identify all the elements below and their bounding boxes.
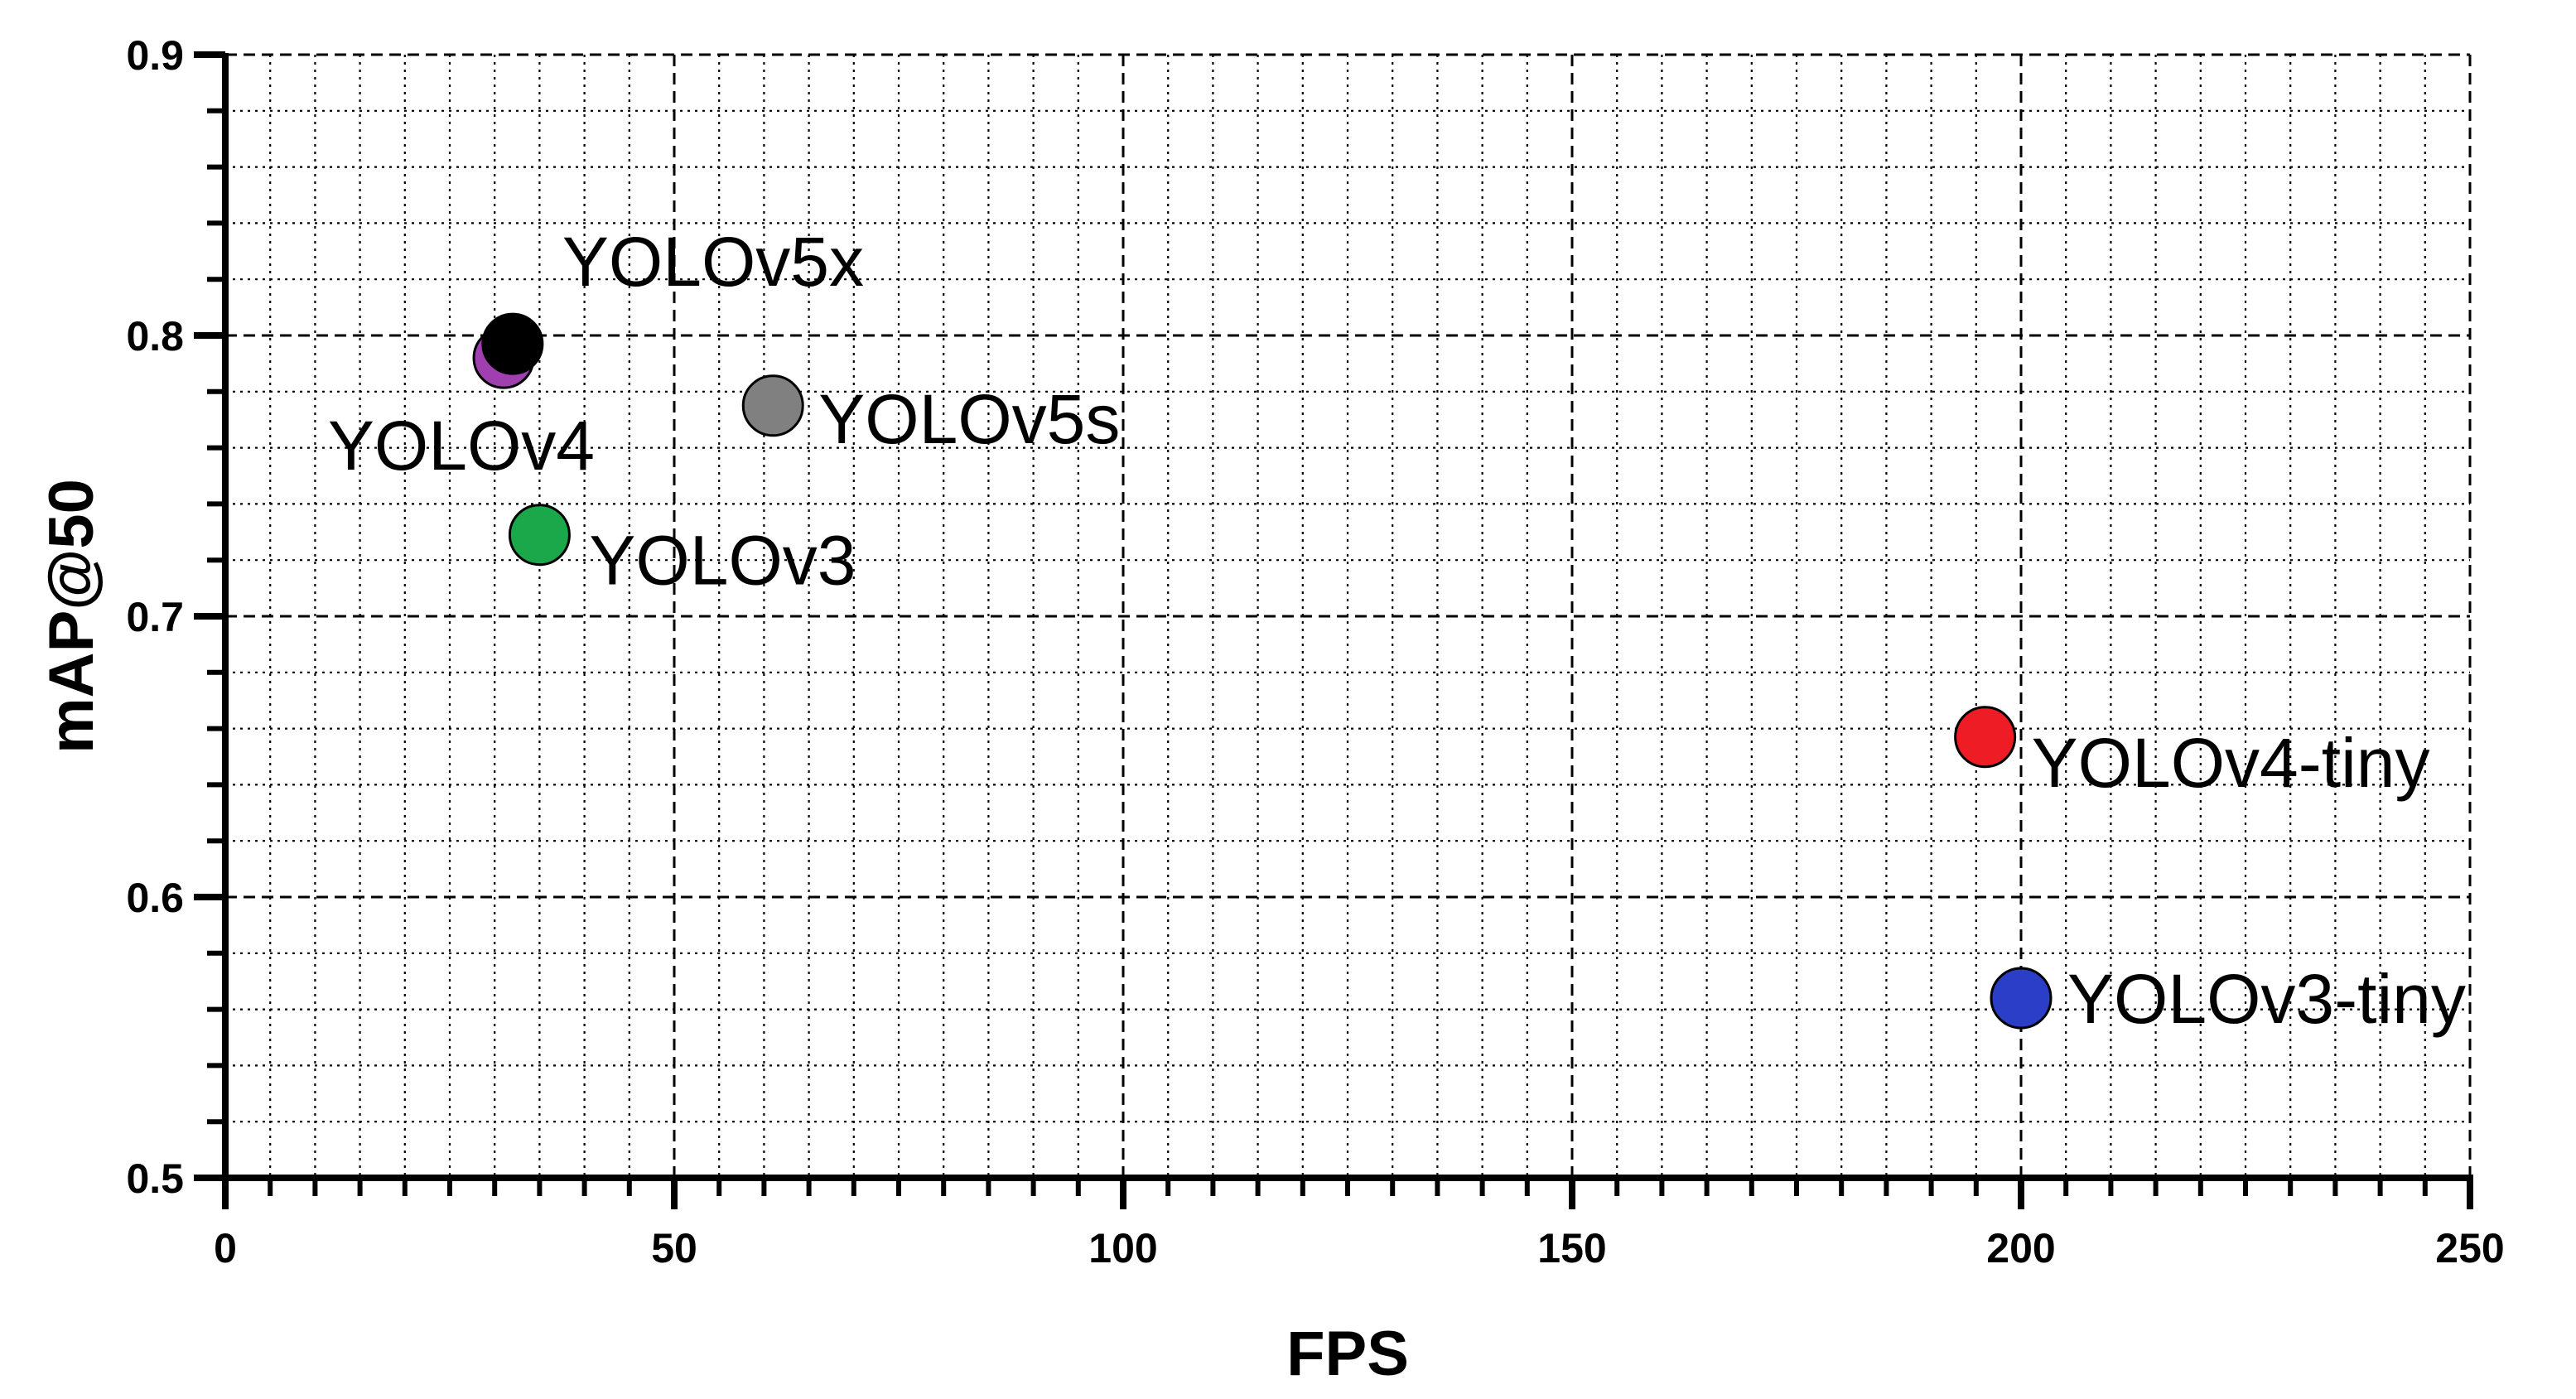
x-tick-label: 0 (214, 1225, 237, 1271)
point-label: YOLOv3-tiny (2067, 960, 2466, 1038)
point-yolov3-tiny (1990, 967, 2053, 1030)
point-label: YOLOv5x (562, 223, 864, 301)
x-axis-title: FPS (1286, 1319, 1409, 1389)
y-tick-label: 0.9 (126, 32, 184, 79)
point-label: YOLOv4-tiny (2032, 724, 2430, 802)
point-label: YOLOv5s (818, 380, 1120, 458)
x-tick-label: 250 (2435, 1225, 2504, 1271)
tick-labels: 0 50 100 150 200 250 0.5 0.6 0.7 0.8 0.9 (126, 32, 2504, 1271)
axis-ticks (194, 51, 2473, 1209)
x-tick-label: 50 (651, 1225, 697, 1271)
x-tick-label: 100 (1088, 1225, 1157, 1271)
point-label: YOLOv4 (328, 407, 595, 485)
y-axis-title: mAP@50 (36, 479, 107, 754)
data-points: YOLOv5x YOLOv4 YOLOv5s YOLOv3 YOLOv4-tiny YOL… (328, 223, 2466, 1038)
y-tick-label: 0.7 (126, 594, 184, 640)
y-tick-label: 0.5 (126, 1155, 184, 1202)
y-tick-label: 0.6 (126, 875, 184, 921)
point-label: YOLOv3 (589, 522, 856, 600)
x-tick-label: 200 (1986, 1225, 2055, 1271)
x-tick-label: 150 (1537, 1225, 1606, 1271)
point-yolov5s (741, 374, 804, 437)
point-yolov5x (481, 312, 544, 375)
point-yolov3 (508, 504, 571, 567)
point-yolov4-tiny (1954, 706, 2017, 769)
y-tick-label: 0.8 (126, 313, 184, 359)
